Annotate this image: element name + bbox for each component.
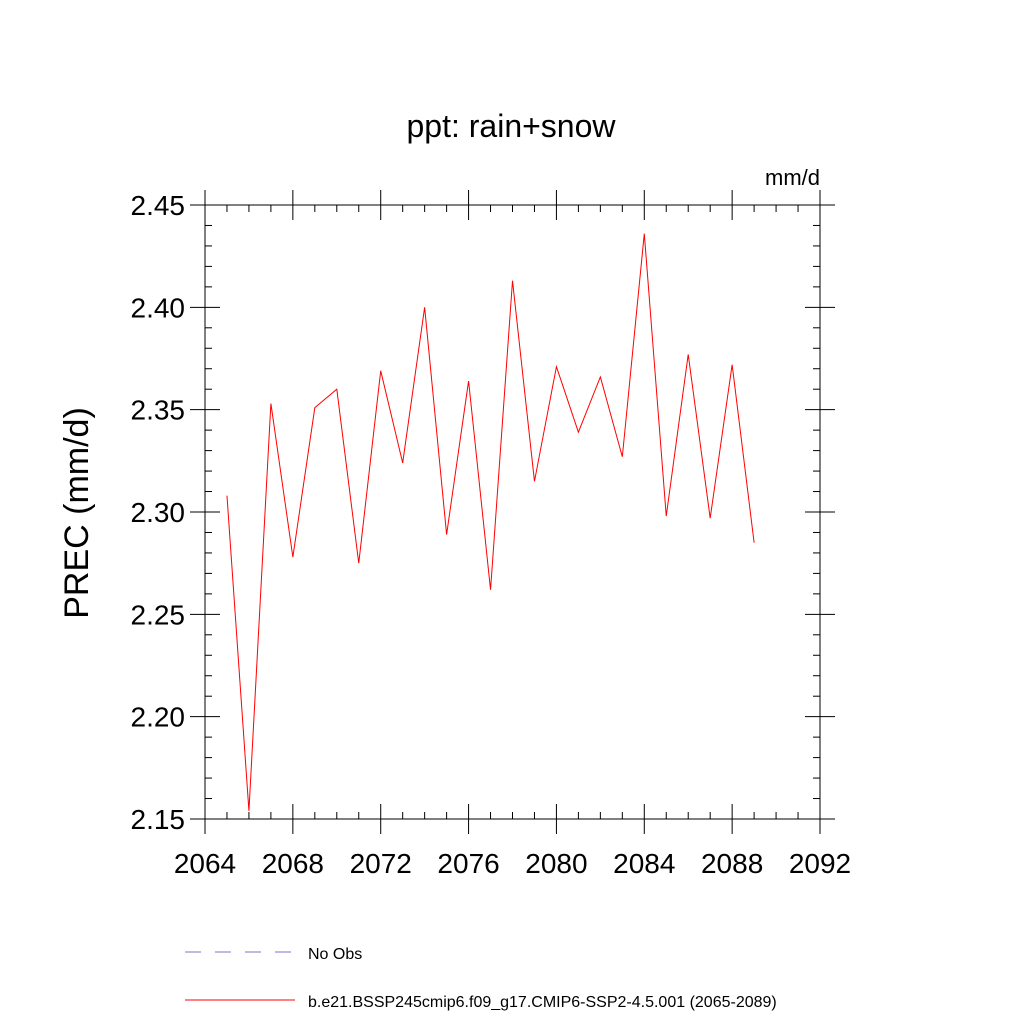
x-tick-label: 2064 xyxy=(174,848,236,879)
legend-label: b.e21.BSSP245cmip6.f09_g17.CMIP6-SSP2-4.… xyxy=(308,994,777,1011)
y-tick-label: 2.30 xyxy=(131,497,186,528)
x-tick-labels: 2064 2068 2072 2076 2080 2084 2088 2092 xyxy=(174,848,851,879)
x-tick-label: 2092 xyxy=(789,848,851,879)
y-tick-label: 2.35 xyxy=(131,395,186,426)
legend: No Obs b.e21.BSSP245cmip6.f09_g17.CMIP6-S… xyxy=(185,946,777,1011)
units-label: mm/d xyxy=(765,165,820,190)
x-tick-label: 2084 xyxy=(613,848,675,879)
y-tick-label: 2.15 xyxy=(131,804,186,835)
y-axis-label: PREC (mm/d) xyxy=(58,407,96,619)
legend-label: No Obs xyxy=(308,946,362,963)
minor-ticks xyxy=(205,205,820,819)
x-tick-label: 2072 xyxy=(350,848,412,879)
plot-frame xyxy=(204,204,821,820)
y-tick-label: 2.45 xyxy=(131,190,186,221)
x-tick-label: 2088 xyxy=(701,848,763,879)
series-layer xyxy=(226,233,755,811)
series-line xyxy=(226,233,755,811)
y-tick-label: 2.20 xyxy=(131,702,186,733)
x-tick-label: 2068 xyxy=(262,848,324,879)
y-tick-labels: 2.15 2.20 2.25 2.30 2.35 2.40 2.45 xyxy=(131,190,186,835)
chart-title: ppt: rain+snow xyxy=(406,108,616,144)
x-tick-label: 2080 xyxy=(525,848,587,879)
x-tick-label: 2076 xyxy=(437,848,499,879)
y-tick-label: 2.25 xyxy=(131,599,186,630)
y-tick-label: 2.40 xyxy=(131,292,186,323)
